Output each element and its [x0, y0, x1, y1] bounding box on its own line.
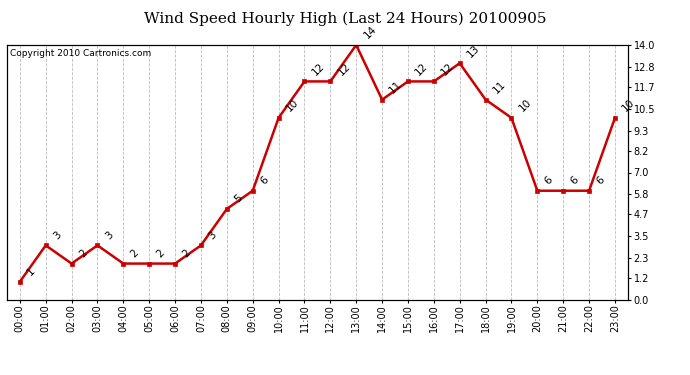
Text: 2: 2: [77, 248, 89, 259]
Text: 12: 12: [310, 61, 326, 77]
Text: 10: 10: [517, 98, 533, 114]
Text: 14: 14: [362, 24, 378, 41]
Text: 6: 6: [258, 175, 270, 186]
Text: 10: 10: [620, 98, 637, 114]
Text: Copyright 2010 Cartronics.com: Copyright 2010 Cartronics.com: [10, 49, 151, 58]
Text: 12: 12: [413, 61, 430, 77]
Text: 12: 12: [440, 61, 456, 77]
Text: 11: 11: [388, 79, 404, 96]
Text: 11: 11: [491, 79, 508, 96]
Text: 13: 13: [465, 43, 482, 59]
Text: Wind Speed Hourly High (Last 24 Hours) 20100905: Wind Speed Hourly High (Last 24 Hours) 2…: [144, 11, 546, 26]
Text: 2: 2: [129, 248, 141, 259]
Text: 6: 6: [595, 175, 607, 186]
Text: 1: 1: [26, 266, 37, 278]
Text: 2: 2: [181, 248, 193, 259]
Text: 10: 10: [284, 98, 300, 114]
Text: 3: 3: [206, 230, 218, 241]
Text: 5: 5: [233, 193, 244, 205]
Text: 3: 3: [51, 230, 63, 241]
Text: 2: 2: [155, 248, 166, 259]
Text: 6: 6: [569, 175, 580, 186]
Text: 3: 3: [103, 230, 115, 241]
Text: 6: 6: [543, 175, 555, 186]
Text: 12: 12: [336, 61, 353, 77]
